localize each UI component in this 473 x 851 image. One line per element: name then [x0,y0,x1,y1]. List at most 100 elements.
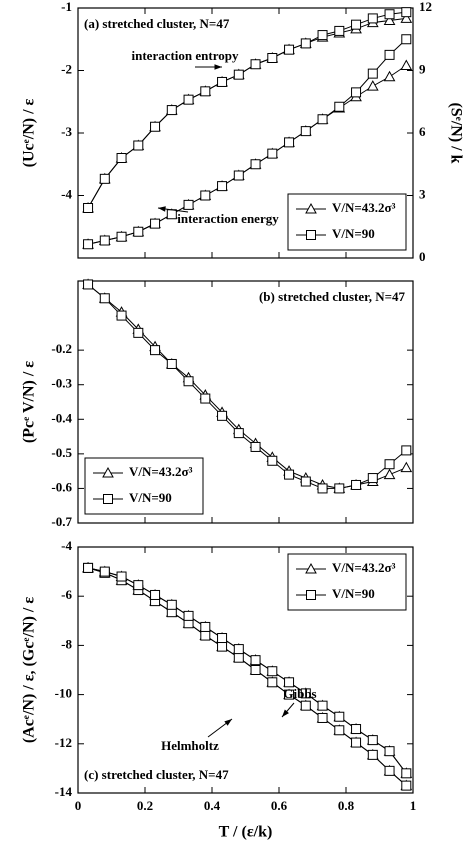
marker-square [200,86,211,97]
marker-square [200,621,211,632]
marker-square [351,19,362,30]
marker-square [267,666,278,677]
marker-square [166,209,177,220]
y-tick-label: -0.5 [51,445,72,460]
legend-marker [305,562,317,574]
marker-square [233,428,244,439]
x-tick-label: 0.8 [338,798,355,813]
marker-square [116,310,127,321]
marker-square [267,455,278,466]
marker-square [83,203,94,213]
plot-frame [77,280,414,524]
marker-square [401,768,412,779]
marker-square [250,441,261,452]
marker-square [150,218,161,229]
marker-square [99,293,110,304]
marker-square [183,376,194,387]
y-tick-label: -8 [61,636,72,651]
marker-square [367,749,378,760]
marker-square [384,746,395,757]
x-tick-label: 0.6 [271,798,288,813]
marker-square [99,173,110,184]
panel-title: (a) stretched cluster, N=47 [84,16,230,31]
marker-square [334,25,345,36]
marker-square [401,34,412,45]
y-axis-label: (Pcᵉ V/N) / ε [21,361,38,443]
y-tick-label: -0.7 [51,514,72,529]
legend-label: V/N=90 [129,490,172,505]
legend-marker [305,202,317,214]
legend-label: V/N=43.2σ³ [332,560,396,575]
marker-square [284,44,295,55]
marker-square [83,279,94,290]
x-tick-label: 1 [410,798,417,813]
marker-square [401,7,412,18]
marker-square [351,479,362,490]
marker-square [217,641,228,652]
marker-triangle [383,70,396,82]
marker-square [384,9,395,20]
marker-square [334,101,345,112]
arrow-head [158,206,166,212]
marker-square [300,688,311,699]
marker-square [300,126,311,137]
marker-square [367,473,378,484]
marker-square [200,630,211,641]
marker-square [183,199,194,210]
marker-square [233,69,244,80]
y2-tick-label: 3 [419,186,426,201]
marker-square [133,327,144,338]
marker-square [317,712,328,723]
marker-square [351,737,362,748]
marker-square [317,700,328,711]
marker-square [99,235,110,246]
y-tick-label: -14 [55,784,73,799]
legend-marker [306,590,316,600]
marker-square [267,677,278,688]
y-tick-label: -2 [61,61,72,76]
marker-square [133,580,144,591]
marker-square [334,483,345,494]
marker-square [384,765,395,776]
marker-square [250,655,261,666]
legend-label: V/N=90 [332,586,375,601]
panel-title: (c) stretched cluster, N=47 [84,767,229,782]
y-tick-label: -10 [55,686,72,701]
marker-square [384,49,395,60]
marker-square [401,780,412,791]
y-tick-label: -0.6 [51,479,72,494]
y-tick-label: -0.2 [51,341,72,356]
marker-square [250,59,261,70]
marker-square [183,610,194,621]
marker-square [401,445,412,456]
y2-tick-label: 6 [419,124,426,139]
legend-box [287,193,407,251]
annotation: Gibbs [283,686,316,701]
marker-triangle [400,12,413,23]
marker-square [267,148,278,159]
marker-square [367,735,378,746]
y-tick-label: -4 [61,538,72,553]
y-tick-label: -1 [61,0,72,14]
legend-marker [102,466,114,478]
series-line [87,11,407,209]
legend-marker [306,230,316,240]
y-tick-label: -4 [61,186,72,201]
marker-square [317,114,328,125]
panel-title: (b) stretched cluster, N=47 [259,289,406,304]
marker-square [217,633,228,644]
marker-square [116,231,127,242]
annotation: Helmholtz [161,738,219,753]
y-tick-label: -12 [55,735,72,750]
arrow-head [224,719,232,726]
marker-square [217,410,228,421]
annotation: interaction energy [177,211,279,226]
marker-square [267,53,278,63]
marker-square [166,105,177,116]
marker-square [183,94,194,105]
y2-axis-label: (Sᵉ/N) / k [447,102,464,163]
y-tick-label: -0.4 [51,410,72,425]
marker-square [150,589,161,600]
marker-square [83,562,94,573]
marker-square [284,677,295,688]
